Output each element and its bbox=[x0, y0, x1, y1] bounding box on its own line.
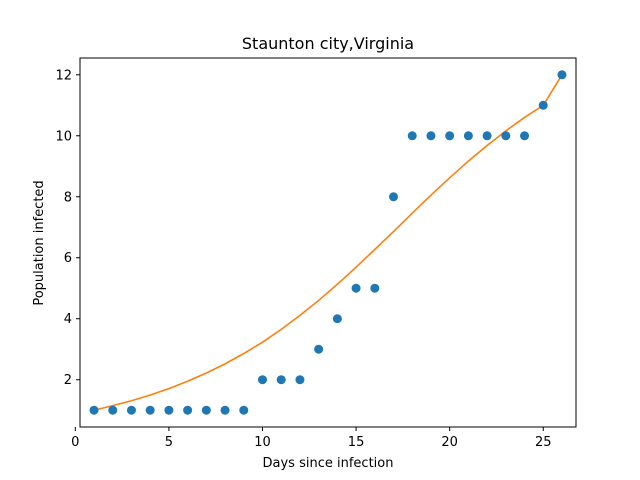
data-point bbox=[145, 405, 155, 415]
y-axis-label: Population infected bbox=[32, 180, 47, 305]
y-tick-label: 2 bbox=[64, 373, 72, 388]
data-point bbox=[389, 192, 399, 202]
data-point bbox=[538, 100, 548, 110]
y-tick-label: 4 bbox=[64, 312, 72, 327]
data-point bbox=[463, 131, 473, 141]
data-point bbox=[520, 131, 530, 141]
y-axis: 2 4 6 8 10 12 bbox=[55, 68, 80, 388]
x-tick-label: 0 bbox=[71, 435, 79, 450]
x-tick-label: 20 bbox=[441, 435, 458, 450]
axes-frame bbox=[79, 57, 577, 428]
data-point bbox=[89, 405, 99, 415]
x-axis-label: Days since infection bbox=[263, 456, 394, 471]
data-point bbox=[276, 375, 286, 385]
data-point bbox=[201, 405, 211, 415]
data-point bbox=[557, 70, 567, 80]
data-point bbox=[370, 283, 380, 293]
data-point bbox=[445, 131, 455, 141]
y-tick-label: 8 bbox=[64, 190, 72, 205]
plot-area bbox=[89, 70, 567, 415]
x-tick-label: 25 bbox=[535, 435, 552, 450]
data-point bbox=[407, 131, 417, 141]
x-tick-label: 15 bbox=[348, 435, 365, 450]
x-axis: 0 5 10 15 20 25 bbox=[71, 427, 552, 450]
fit-line bbox=[93, 74, 563, 412]
chart-title: Staunton city,Virginia bbox=[242, 34, 414, 53]
data-point bbox=[108, 405, 118, 415]
y-tick-label: 12 bbox=[55, 68, 72, 83]
data-point bbox=[351, 283, 361, 293]
data-point bbox=[314, 344, 324, 354]
data-point bbox=[239, 405, 249, 415]
data-point bbox=[183, 405, 193, 415]
data-point bbox=[501, 131, 511, 141]
y-tick-label: 10 bbox=[55, 129, 72, 144]
x-tick-label: 10 bbox=[254, 435, 271, 450]
data-point bbox=[295, 375, 305, 385]
y-tick-label: 6 bbox=[64, 251, 72, 266]
data-point bbox=[332, 314, 342, 324]
data-point bbox=[220, 405, 230, 415]
data-point bbox=[426, 131, 436, 141]
data-point bbox=[482, 131, 492, 141]
x-tick-label: 5 bbox=[165, 435, 173, 450]
data-point bbox=[257, 375, 267, 385]
data-point bbox=[164, 405, 174, 415]
data-point bbox=[126, 405, 136, 415]
